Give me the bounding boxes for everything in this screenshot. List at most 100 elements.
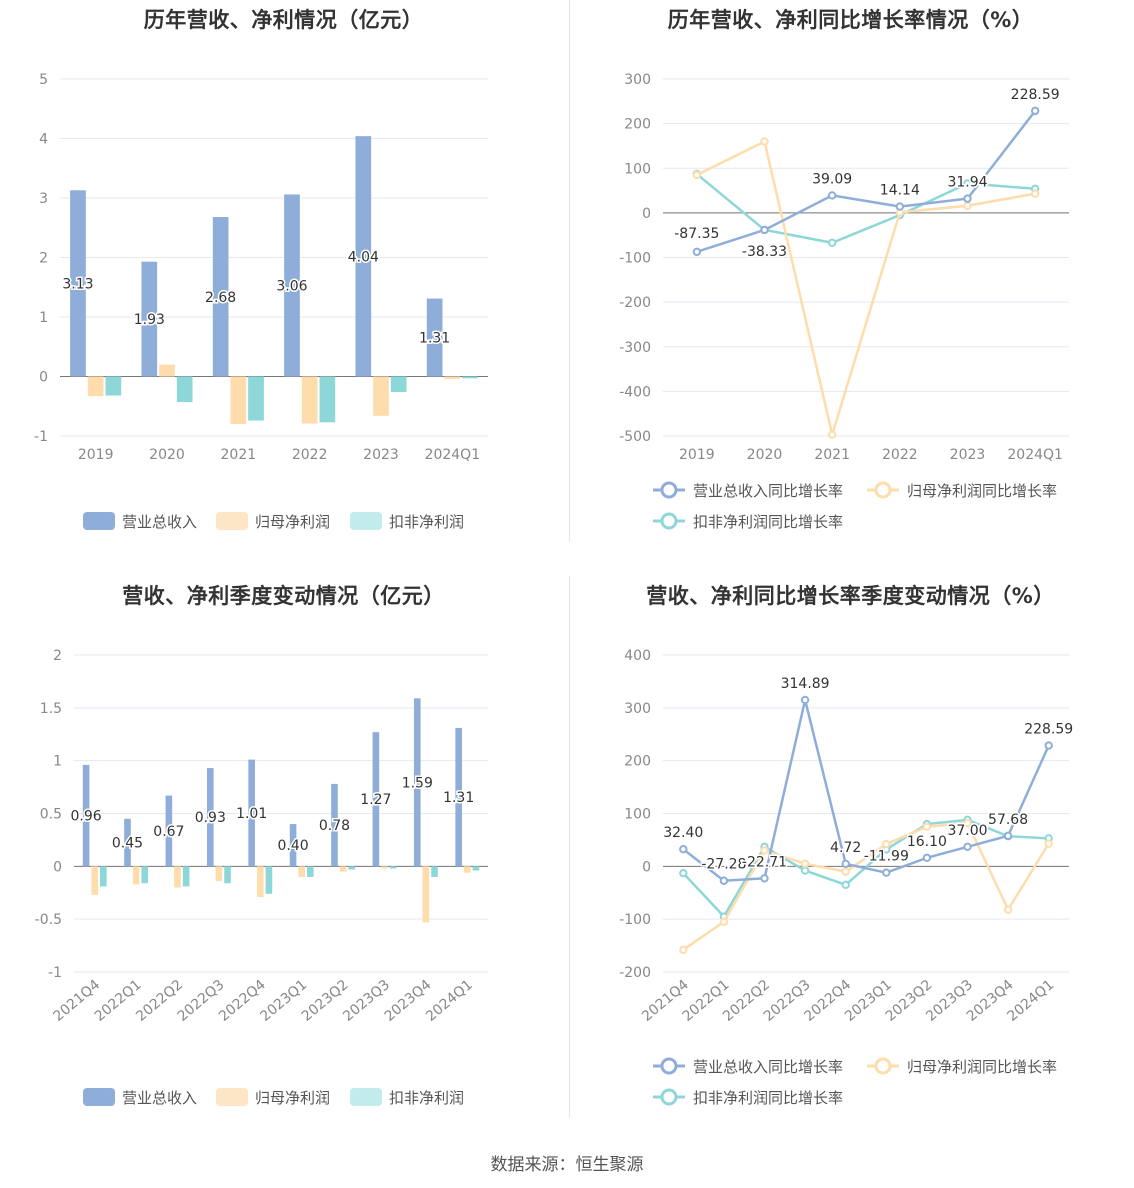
- bar-net-profit: [339, 866, 347, 872]
- series-point: [827, 238, 837, 247]
- y-tick-label: 400: [624, 648, 651, 664]
- series-point: [679, 845, 688, 854]
- series-point: [760, 846, 769, 855]
- bar-revenue: [284, 194, 300, 377]
- bar-revenue: [248, 759, 255, 867]
- series-point: [963, 201, 972, 210]
- series-point: [800, 695, 810, 705]
- legend-marker: [874, 1057, 892, 1075]
- legend-marker: [660, 512, 678, 530]
- bar-net-profit: [381, 866, 388, 869]
- data-label: -11.99: [864, 849, 909, 865]
- legend-swatch: [83, 1088, 115, 1106]
- legend-label: 扣非净利润同比增长率: [693, 1089, 843, 1107]
- y-tick-label: -100: [619, 251, 651, 267]
- data-label: -38.33: [742, 244, 787, 260]
- x-tick-label: 2019: [679, 447, 715, 463]
- chart-title: 营收、净利同比增长率季度变动情况（%）: [646, 584, 1055, 608]
- series-point: [692, 247, 702, 257]
- series-point: [719, 876, 729, 885]
- y-tick-label: 0: [53, 859, 62, 875]
- bar-deducted-profit: [472, 866, 480, 871]
- annual-revenue-profit-svg: 5 4 3 2 1 0 -1 3.13 1.93 2.68 3.06 4.04 1.31 2019 2020…: [34, 72, 488, 531]
- data-label: 0.40: [277, 838, 308, 854]
- data-label: 4.72: [830, 840, 861, 856]
- data-label: 0.96: [70, 809, 101, 825]
- legend-label: 归母净利润: [255, 513, 330, 531]
- bar-net-profit: [256, 866, 264, 897]
- data-label: 57.68: [988, 812, 1028, 828]
- bar-deducted-profit: [141, 866, 149, 884]
- x-tick-label: 2021: [221, 447, 257, 463]
- data-label: 228.59: [1024, 722, 1073, 738]
- bar-revenue: [212, 217, 229, 377]
- bar-deducted-profit: [348, 866, 356, 870]
- data-label: 3.06: [276, 278, 307, 294]
- y-tick-label: 1: [53, 754, 62, 770]
- bar-net-profit: [422, 866, 430, 923]
- data-label: 4.04: [348, 249, 379, 265]
- annual-revenue-profit-chart: 历年营收、净利情况（亿元） 5 4 3 2 1 0 -1 3.13 1.93 2.68 3.06 4.…: [0, 0, 567, 575]
- legend-label: 归母净利润同比增长率: [907, 1058, 1057, 1076]
- bar-deducted-profit: [248, 376, 264, 421]
- series-point: [760, 137, 769, 146]
- y-tick-label: -1: [34, 429, 48, 445]
- x-tick-label: 2024Q1: [425, 447, 481, 463]
- bar-net-profit: [91, 866, 99, 895]
- series-point: [1030, 106, 1040, 116]
- series-point: [760, 225, 769, 235]
- bar-revenue: [289, 824, 297, 867]
- series-line: [696, 110, 1037, 254]
- data-label: 1.59: [402, 775, 433, 791]
- bar-deducted-profit: [389, 866, 397, 869]
- series-line: [682, 699, 1050, 883]
- series-point: [882, 839, 891, 849]
- quarterly-growth-rate-svg: 400 300 200 100 0 -100 -200 32.40 -27.28-22.71 31…: [619, 648, 1074, 1107]
- legend-swatch: [83, 512, 115, 530]
- bar-revenue: [355, 136, 372, 377]
- x-tick-label: 2020: [149, 447, 185, 463]
- data-label: 3.13: [62, 276, 93, 292]
- bar-revenue: [372, 732, 380, 867]
- y-tick-label: 2: [39, 251, 48, 267]
- series-point: [1044, 741, 1053, 750]
- series-point: [841, 880, 850, 890]
- data-label: -27.28: [701, 857, 746, 873]
- legend-swatch: [216, 512, 248, 530]
- bar-deducted-profit: [224, 866, 231, 884]
- legend-label: 扣非净利润同比增长率: [693, 513, 843, 531]
- series-point: [1003, 905, 1013, 914]
- series-point: [895, 202, 905, 211]
- y-tick-label: -200: [619, 965, 651, 981]
- data-label: 1.01: [236, 806, 267, 822]
- legend-marker: [874, 481, 892, 499]
- series-point: [827, 191, 837, 200]
- bar-net-profit: [87, 376, 104, 397]
- y-tick-label: 4: [39, 132, 48, 148]
- series-point: [922, 822, 932, 831]
- data-label: 1.93: [134, 312, 165, 328]
- y-tick-label: 1: [39, 310, 48, 326]
- legend-swatch: [350, 1088, 382, 1106]
- quarterly-growth-rate-chart: 营收、净利同比增长率季度变动情况（%） 400 300 200 100 0 -100 -20…: [567, 576, 1134, 1151]
- y-tick-label: 0: [39, 370, 48, 386]
- series-point: [963, 818, 972, 828]
- data-label: 1.27: [360, 792, 391, 808]
- bar-net-profit: [463, 866, 471, 873]
- legend-marker: [660, 1057, 678, 1075]
- bar-net-profit: [174, 866, 181, 888]
- legend-marker: [660, 481, 678, 499]
- series-line: [682, 821, 1050, 951]
- data-label: 0.78: [319, 818, 350, 834]
- legend-label: 归母净利润: [255, 1089, 330, 1107]
- data-label: 14.14: [880, 183, 920, 199]
- legend-label: 营业总收入: [122, 513, 197, 531]
- data-label: 0.45: [112, 836, 143, 852]
- y-tick-label: 3: [39, 191, 48, 207]
- series-point: [841, 867, 850, 876]
- bar-revenue: [455, 727, 462, 867]
- data-label: 39.09: [812, 171, 852, 187]
- y-tick-label: 0: [642, 206, 651, 222]
- legend-label: 扣非净利润: [389, 1089, 464, 1107]
- bar-deducted-profit: [182, 866, 190, 887]
